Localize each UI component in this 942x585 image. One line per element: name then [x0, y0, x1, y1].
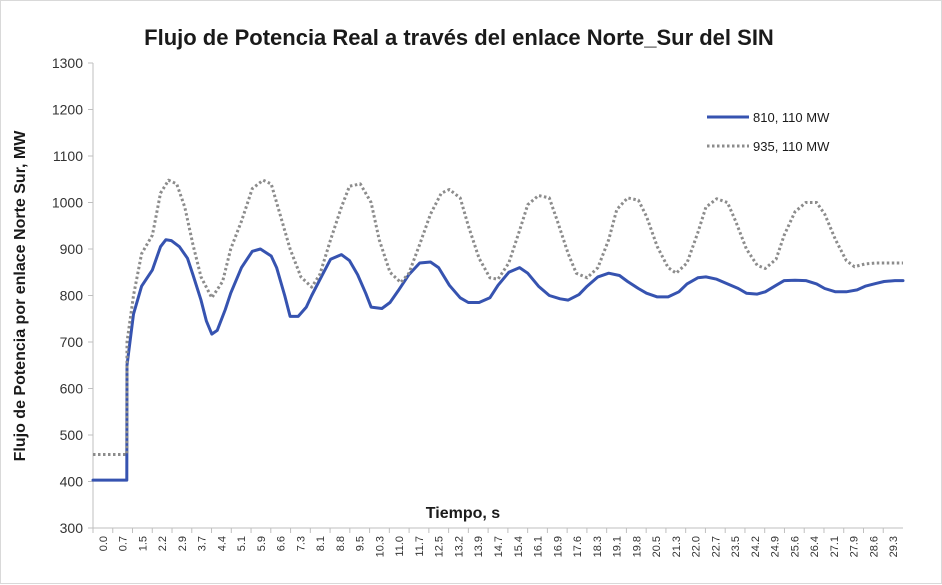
series-layer	[91, 178, 905, 482]
x-tick-label: 18.3	[592, 536, 604, 557]
y-tick-label: 600	[60, 381, 84, 397]
x-tick-label: 22.0	[691, 536, 703, 557]
x-tick-label: 8.8	[335, 536, 347, 551]
x-tick-label: 27.9	[849, 536, 861, 557]
x-tick-label: 0.7	[118, 536, 130, 551]
y-tick-label: 1300	[52, 55, 83, 71]
x-tick-label: 1.5	[137, 536, 149, 551]
x-tick-label: 23.5	[730, 536, 742, 557]
x-tick-label: 7.3	[295, 536, 307, 551]
x-tick-label: 22.7	[710, 536, 722, 557]
y-tick-label: 1100	[53, 148, 83, 164]
legend: 810, 110 MW 935, 110 MW	[707, 110, 830, 154]
y-tick-label: 700	[60, 334, 84, 350]
x-tick-label: 12.5	[434, 536, 446, 557]
x-tick-label: 4.4	[216, 536, 228, 551]
x-tick-label: 29.3	[888, 536, 900, 557]
legend-label-2: 935, 110 MW	[753, 139, 830, 154]
x-tick-label: 10.3	[374, 536, 386, 557]
y-axis-label: Flujo de Potencia por enlace Norte Sur, …	[12, 130, 29, 462]
x-tick-label: 3.7	[197, 536, 209, 551]
x-tick-label: 2.9	[177, 536, 189, 551]
chart-title: Flujo de Potencia Real a través del enla…	[144, 25, 774, 50]
x-tick-label: 21.3	[671, 536, 683, 557]
x-tick-label: 24.2	[750, 536, 762, 557]
x-tick-label: 6.6	[276, 536, 288, 551]
x-tick-label: 14.7	[493, 536, 505, 557]
x-tick-label: 19.1	[612, 536, 624, 557]
legend-label-1: 810, 110 MW	[753, 110, 830, 125]
x-tick-label: 11.0	[394, 536, 406, 557]
x-tick-label: 5.9	[256, 536, 268, 551]
x-tick-label: 26.4	[809, 536, 821, 557]
x-tick-label: 25.6	[789, 536, 801, 557]
x-tick-label: 8.1	[315, 536, 327, 551]
x-tick-label: 11.7	[414, 536, 426, 557]
x-tick-label: 16.9	[552, 536, 564, 557]
x-tick-label: 5.1	[236, 536, 248, 551]
y-tick-label: 1200	[52, 102, 83, 118]
y-tick-label: 400	[60, 474, 84, 490]
y-tick-label: 300	[60, 520, 84, 536]
x-tick-label: 13.9	[473, 536, 485, 557]
x-tick-label: 19.8	[631, 536, 643, 557]
x-tick-label: 17.6	[572, 536, 584, 557]
x-tick-label: 0.0	[98, 536, 110, 551]
y-tick-label: 800	[60, 288, 84, 304]
x-tick-label: 2.2	[157, 536, 169, 551]
x-tick-label: 9.5	[355, 536, 367, 551]
x-tick-label: 13.2	[453, 536, 465, 557]
series-line-2	[93, 178, 903, 456]
y-tick-label: 500	[60, 427, 84, 443]
x-tick-label: 15.4	[513, 536, 525, 557]
x-axis-label: Tiempo, s	[426, 505, 500, 522]
x-tick-label: 28.6	[868, 536, 880, 557]
x-tick-label: 20.5	[651, 536, 663, 557]
axes-layer: 300 400 500 600 700 800 900 1000 1100 1200 1300 0.0…	[52, 55, 903, 557]
series-line-1	[91, 238, 905, 482]
x-tick-label: 24.9	[770, 536, 782, 557]
y-tick-label: 1000	[52, 195, 83, 211]
x-tick-label: 16.1	[533, 536, 545, 557]
x-tick-label: 27.1	[829, 536, 841, 557]
y-tick-label: 900	[60, 241, 84, 257]
